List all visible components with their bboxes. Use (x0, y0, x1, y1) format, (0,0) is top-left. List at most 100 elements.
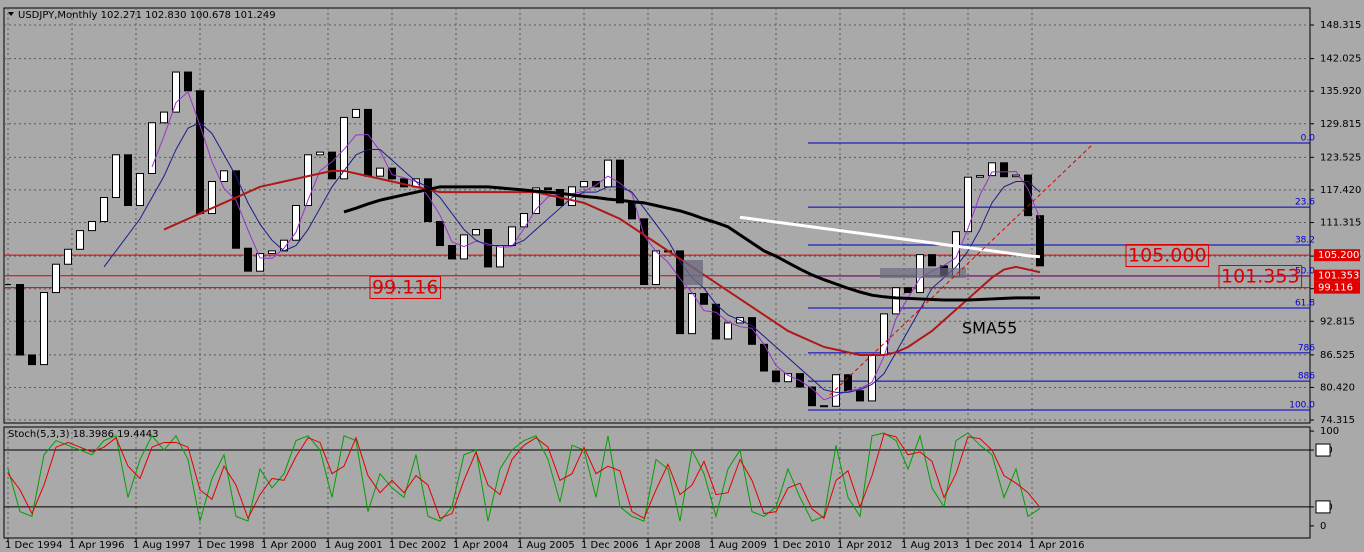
annotation-box (1218, 265, 1303, 288)
candle (652, 250, 660, 286)
price-label: 105.200 (1318, 250, 1359, 261)
annotation-box (1125, 244, 1210, 267)
zone-box (683, 260, 703, 285)
candle (1036, 215, 1044, 267)
x-tick-label: 1 Dec 2002 (389, 540, 447, 551)
candle (688, 293, 696, 335)
candle (88, 221, 96, 232)
candle (220, 170, 228, 182)
candle (580, 180, 588, 188)
fib-label: 38.2 (1295, 236, 1315, 246)
price-label: 99.116 (1318, 283, 1353, 294)
x-tick-label: 1 Aug 2005 (517, 540, 575, 551)
candle (484, 229, 492, 268)
y-tick-label: 148.315 (1320, 20, 1361, 31)
candle (172, 71, 180, 113)
x-tick-label: 1 Dec 2010 (773, 540, 831, 551)
candle (544, 187, 552, 191)
annotation-box (369, 276, 441, 299)
x-tick-label: 1 Aug 2013 (901, 540, 959, 551)
annotation: 105.000 (1128, 245, 1207, 267)
stoch-title: Stoch(5,3,3) 18.3986 19.4443 (8, 429, 159, 440)
candle (40, 292, 48, 366)
fib-label: 61.8 (1295, 299, 1315, 309)
x-tick-label: 1 Dec 1998 (197, 540, 255, 551)
candle (160, 111, 168, 124)
candle (856, 390, 864, 402)
candle (904, 287, 912, 294)
candle (604, 159, 612, 188)
candle (592, 180, 600, 188)
candle (964, 176, 972, 233)
candle (184, 71, 192, 92)
menu-arrow (8, 12, 14, 16)
candle (112, 154, 120, 199)
x-tick-label: 1 Aug 2001 (325, 540, 383, 551)
stoch-level-box (1315, 443, 1331, 457)
candle (136, 172, 144, 207)
y-tick-label: 92.815 (1320, 316, 1355, 327)
candle (208, 180, 216, 215)
x-tick-label: 1 Apr 2016 (1029, 540, 1084, 551)
candle (316, 151, 324, 156)
ma-line (343, 185, 1040, 302)
x-tick-label: 1 Apr 2004 (453, 540, 508, 551)
price-label-box (1314, 249, 1360, 262)
candle (76, 230, 84, 250)
candle (784, 373, 792, 383)
x-tick-label: 1 Apr 1996 (69, 540, 124, 551)
annotation: 99.116 (372, 277, 438, 299)
x-tick-label: 1 Apr 2008 (645, 540, 700, 551)
x-tick-label: 1 Apr 2012 (837, 540, 892, 551)
candle (832, 374, 840, 407)
candle (700, 293, 708, 305)
stoch-tick-label: 0 (1320, 521, 1326, 532)
stoch-pane (3, 426, 1311, 539)
candle (520, 213, 528, 228)
candle (808, 386, 816, 407)
candle (892, 287, 900, 315)
x-tick-label: 1 Dec 1994 (5, 540, 63, 551)
candle (988, 162, 996, 177)
candle (196, 90, 204, 215)
stoch-line (7, 433, 1041, 520)
fib-label: 886 (1298, 372, 1315, 382)
price-pane (3, 7, 1311, 424)
y-tick-label: 142.025 (1320, 54, 1361, 65)
candle (328, 151, 336, 180)
y-tick-label: 123.525 (1320, 152, 1361, 163)
candle (748, 317, 756, 345)
candle (100, 197, 108, 223)
candle (304, 154, 312, 207)
candle (820, 405, 828, 408)
candle (448, 245, 456, 260)
candle (724, 322, 732, 340)
candle (424, 178, 432, 223)
candle (244, 247, 252, 272)
candle (472, 229, 480, 236)
candle (52, 263, 60, 294)
candle (436, 221, 444, 247)
x-tick-label: 1 Dec 2014 (965, 540, 1023, 551)
chart-title: USDJPY,Monthly 102.271 102.830 100.678 1… (18, 10, 276, 21)
stoch-tick-label: 100 (1320, 426, 1339, 437)
candle (676, 250, 684, 335)
candle (712, 303, 720, 340)
y-tick-label: 80.420 (1320, 382, 1355, 393)
annotation: 101.353 (1221, 266, 1300, 288)
fib-label: 100.0 (1289, 400, 1315, 410)
annotation: SMA55 (962, 319, 1017, 338)
stoch-level-box (1315, 500, 1331, 514)
ma-line (151, 90, 1041, 401)
candle (352, 108, 360, 118)
price-label-box (1314, 269, 1360, 282)
candle (340, 116, 348, 180)
candle (16, 284, 24, 356)
candle (376, 167, 384, 177)
y-tick-label: 117.420 (1320, 185, 1361, 196)
candle (28, 354, 36, 366)
ma-line (739, 215, 1041, 259)
y-tick-label: 135.920 (1320, 86, 1361, 97)
